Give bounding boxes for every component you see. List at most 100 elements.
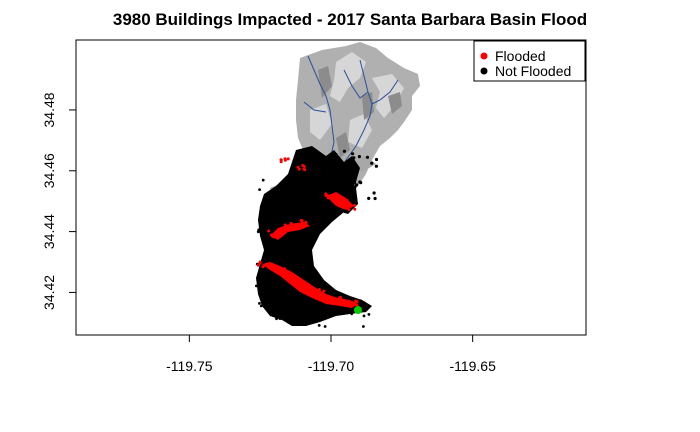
building-dot bbox=[319, 160, 323, 164]
flooded-building-dot bbox=[341, 299, 345, 303]
building-dot bbox=[324, 166, 328, 170]
flooded-building-dot bbox=[290, 225, 294, 229]
building-dot bbox=[304, 194, 308, 198]
flooded-building-dot bbox=[353, 207, 357, 211]
flooded-building-dot bbox=[279, 266, 283, 270]
building-dot bbox=[355, 183, 359, 187]
building-dot bbox=[367, 196, 371, 200]
flooded-building-dot bbox=[258, 260, 262, 264]
flooded-building-dot bbox=[296, 165, 300, 169]
building-dot bbox=[350, 312, 354, 316]
legend-marker-flooded bbox=[480, 52, 488, 60]
flooded-building-dot bbox=[355, 303, 359, 307]
flooded-upper-reach bbox=[270, 222, 310, 240]
building-dot bbox=[276, 185, 280, 189]
flooded-building-dot bbox=[304, 220, 308, 224]
flooded-building-dot bbox=[300, 219, 304, 223]
flooded-buildings bbox=[262, 192, 358, 308]
legend-box bbox=[473, 40, 586, 82]
outlet-point bbox=[354, 306, 362, 314]
building-dot bbox=[275, 317, 278, 321]
flooded-building-dot bbox=[263, 263, 267, 267]
building-dot bbox=[316, 189, 320, 194]
flooded-building-dot bbox=[322, 289, 326, 293]
building-dot bbox=[311, 150, 316, 154]
building-dot bbox=[333, 173, 337, 177]
building-dot bbox=[331, 305, 335, 309]
building-dot bbox=[276, 277, 280, 280]
building-dot bbox=[278, 317, 282, 320]
building-dot bbox=[363, 301, 366, 305]
building-dot bbox=[340, 309, 343, 313]
building-dot bbox=[308, 170, 312, 174]
building-dot bbox=[351, 152, 355, 156]
building-dot bbox=[297, 256, 301, 260]
building-dot bbox=[308, 188, 312, 192]
flooded-building-dot bbox=[299, 279, 303, 283]
building-dot bbox=[325, 312, 328, 316]
building-dot bbox=[345, 171, 349, 176]
building-dot bbox=[362, 325, 365, 328]
building-dot bbox=[359, 299, 363, 303]
building-dot bbox=[367, 313, 371, 316]
building-dot bbox=[337, 176, 341, 180]
building-dot bbox=[320, 305, 324, 308]
flooded-building-dot bbox=[271, 235, 275, 238]
legend: Flooded Not Flooded bbox=[473, 40, 586, 82]
building-dot bbox=[320, 310, 324, 314]
building-dot bbox=[335, 306, 339, 310]
x-tick-label: -119.75 bbox=[166, 358, 213, 374]
flooded-building-dot bbox=[283, 267, 287, 271]
flooded-building-dot bbox=[353, 203, 357, 207]
building-dot bbox=[304, 149, 309, 153]
y-tick-label: 34.48 bbox=[41, 92, 57, 127]
building-dot bbox=[300, 156, 304, 160]
building-dot bbox=[259, 304, 263, 308]
building-dot bbox=[351, 191, 355, 196]
building-dot bbox=[315, 168, 319, 172]
flooded-building-dots bbox=[256, 157, 359, 307]
building-dot bbox=[276, 240, 280, 244]
building-dot bbox=[352, 156, 356, 160]
building-dot bbox=[329, 314, 333, 317]
building-dot bbox=[284, 202, 288, 206]
building-dot bbox=[256, 230, 260, 234]
flooded-building-dot bbox=[335, 298, 339, 302]
building-dot bbox=[373, 196, 377, 201]
building-dot bbox=[262, 221, 266, 225]
building-dot bbox=[312, 197, 316, 201]
building-dot bbox=[283, 248, 287, 252]
building-dot bbox=[320, 186, 324, 190]
building-dot bbox=[272, 193, 276, 197]
legend-label-not-flooded: Not Flooded bbox=[495, 63, 571, 79]
building-dot bbox=[342, 149, 346, 153]
building-dot bbox=[358, 180, 362, 184]
building-dot bbox=[304, 192, 308, 196]
flooded-building-dot bbox=[294, 278, 298, 282]
building-dot bbox=[299, 319, 302, 323]
flooded-building-dot bbox=[283, 223, 287, 227]
building-dot bbox=[274, 189, 277, 193]
building-dot bbox=[293, 236, 297, 240]
y-tick-label: 34.42 bbox=[41, 275, 57, 310]
chart-title: 3980 Buildings Impacted - 2017 Santa Bar… bbox=[112, 10, 588, 29]
building-dot bbox=[352, 162, 356, 166]
building-dot bbox=[352, 180, 357, 184]
building-dot bbox=[374, 164, 378, 168]
flooded-building-dot bbox=[256, 263, 260, 267]
x-axis: -119.75 -119.70 -119.65 bbox=[166, 334, 496, 374]
building-dot bbox=[282, 294, 286, 298]
building-dot bbox=[334, 152, 338, 157]
building-dot bbox=[305, 197, 309, 202]
building-dot bbox=[336, 160, 340, 164]
building-dot bbox=[258, 302, 261, 305]
flooded-building-dot bbox=[274, 265, 278, 269]
flooded-building-dot bbox=[314, 289, 317, 293]
flooded-building-dot bbox=[286, 157, 290, 161]
building-dot bbox=[334, 170, 338, 174]
flooded-building-dot bbox=[339, 296, 343, 300]
flooded-building-dot bbox=[328, 194, 332, 198]
building-dot bbox=[312, 316, 315, 319]
building-dot bbox=[289, 197, 293, 201]
flooded-upper-cluster bbox=[326, 192, 354, 210]
